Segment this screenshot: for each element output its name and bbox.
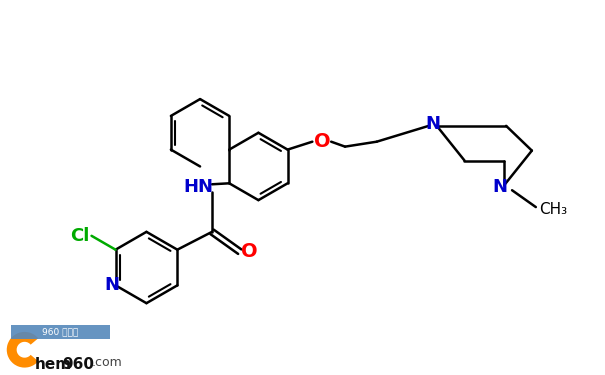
- Text: O: O: [241, 242, 258, 261]
- Text: hem: hem: [34, 357, 71, 372]
- Bar: [11, 325, 110, 339]
- Text: CH₃: CH₃: [540, 201, 567, 216]
- Text: N: N: [492, 178, 508, 196]
- Text: HN: HN: [183, 178, 213, 196]
- Text: Cl: Cl: [70, 227, 90, 245]
- Text: 960 化工网: 960 化工网: [42, 327, 79, 336]
- Text: .com: .com: [92, 356, 123, 369]
- Text: O: O: [314, 132, 330, 151]
- Wedge shape: [7, 332, 38, 368]
- Text: N: N: [104, 276, 119, 294]
- Text: 960: 960: [62, 357, 94, 372]
- Text: N: N: [425, 115, 440, 133]
